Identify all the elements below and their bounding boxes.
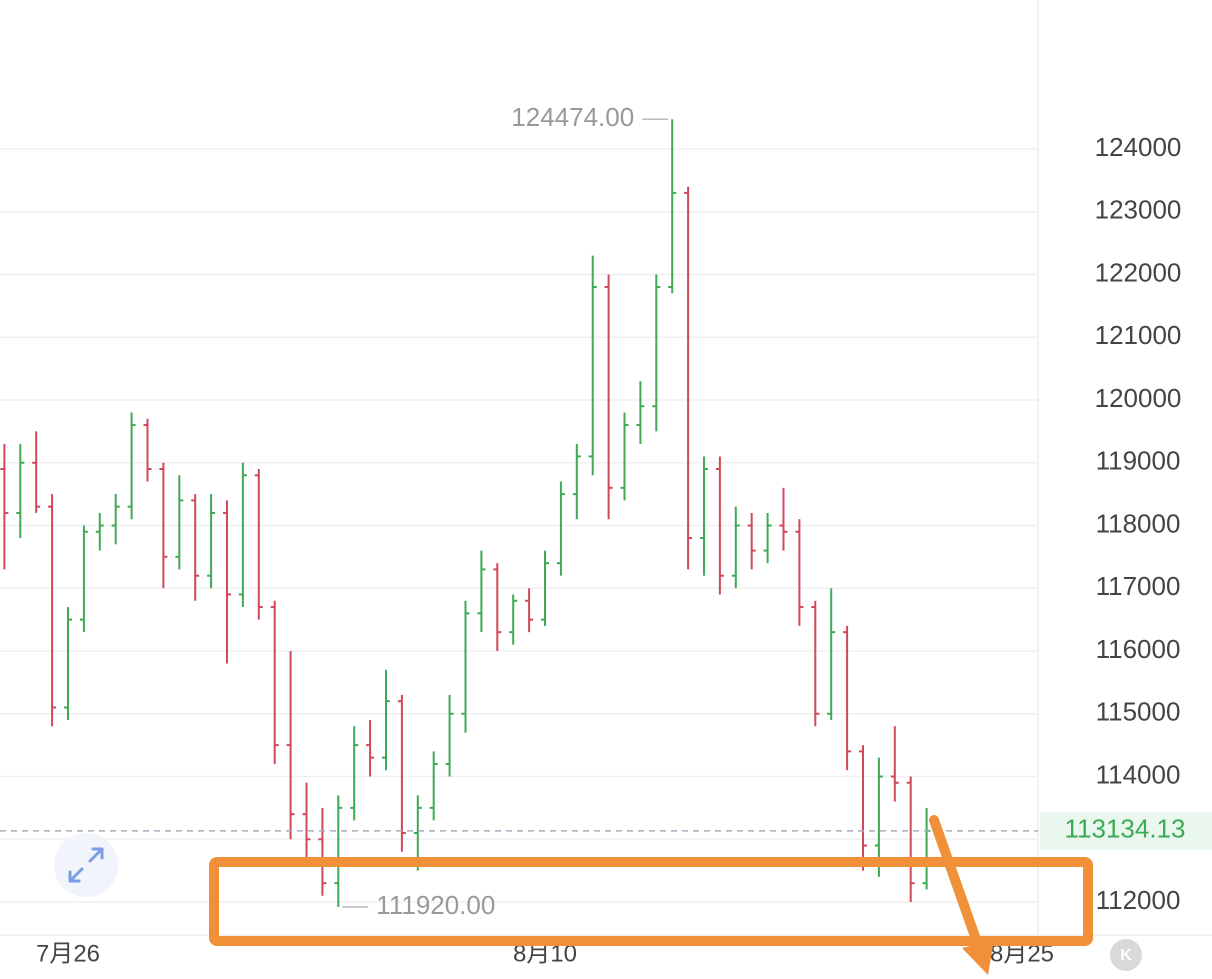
y-tick-label: 117000 (1096, 571, 1181, 601)
high-marker-label: 124474.00 (511, 102, 634, 132)
y-tick-label: 121000 (1095, 320, 1182, 350)
arrow-shaft (929, 815, 983, 950)
k-button[interactable]: K (1110, 939, 1142, 971)
k-button-bg (1110, 939, 1142, 971)
highlight-box (209, 857, 1093, 946)
plot: 1120001130001140001150001160001170001180… (0, 102, 1212, 967)
y-tick-label: 115000 (1096, 697, 1181, 727)
y-tick-label: 119000 (1096, 446, 1181, 476)
y-tick-label: 122000 (1095, 257, 1182, 287)
last-price-label: 113134.13 (1065, 814, 1186, 844)
y-tick-label: 114000 (1096, 759, 1181, 789)
expand-bg (54, 833, 118, 897)
y-tick-label: 123000 (1095, 195, 1182, 225)
y-tick-label: 118000 (1096, 508, 1181, 538)
low-marker-label: 111920.00 (376, 890, 495, 920)
last-price-tag (1040, 811, 1212, 850)
arrow-head (962, 940, 994, 975)
expand-icon[interactable] (54, 833, 118, 897)
x-tick-label: 7月26 (36, 940, 100, 967)
y-tick-label: 120000 (1095, 383, 1182, 413)
y-tick-label: 116000 (1096, 634, 1181, 664)
y-tick-label: 124000 (1095, 132, 1182, 162)
y-tick-label: 112000 (1096, 885, 1181, 915)
expand-arrows (68, 847, 104, 883)
k-button-label: K (1120, 947, 1132, 964)
